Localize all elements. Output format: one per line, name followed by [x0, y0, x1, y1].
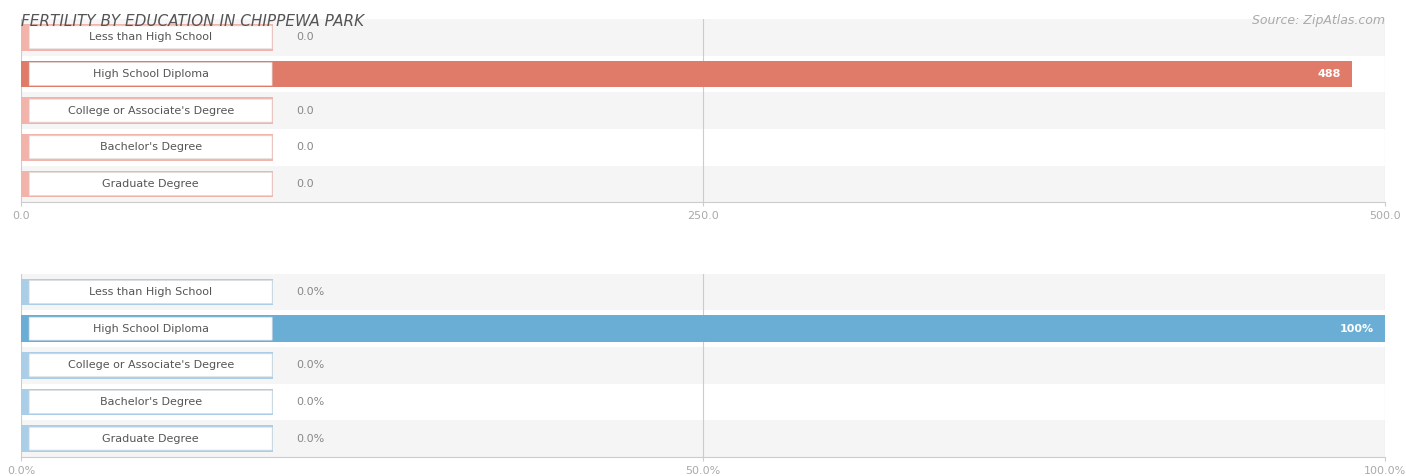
Bar: [21, 92, 1385, 129]
Text: 0.0: 0.0: [297, 32, 314, 42]
FancyBboxPatch shape: [30, 99, 271, 122]
Text: 0.0%: 0.0%: [297, 360, 325, 370]
FancyBboxPatch shape: [30, 427, 273, 450]
Text: College or Associate's Degree: College or Associate's Degree: [67, 360, 233, 370]
Bar: [21, 166, 1385, 202]
FancyBboxPatch shape: [30, 172, 271, 196]
FancyBboxPatch shape: [30, 62, 271, 86]
Bar: [21, 352, 273, 378]
Bar: [21, 56, 1385, 92]
Text: Less than High School: Less than High School: [89, 287, 212, 297]
Text: Source: ZipAtlas.com: Source: ZipAtlas.com: [1251, 14, 1385, 27]
Text: 0.0%: 0.0%: [297, 434, 325, 444]
Bar: [21, 310, 1385, 347]
Bar: [21, 98, 273, 124]
Text: Graduate Degree: Graduate Degree: [103, 434, 200, 444]
Text: 0.0: 0.0: [297, 106, 314, 116]
Text: FERTILITY BY EDUCATION IN CHIPPEWA PARK: FERTILITY BY EDUCATION IN CHIPPEWA PARK: [21, 14, 364, 30]
Bar: [21, 420, 1385, 457]
Text: Graduate Degree: Graduate Degree: [103, 179, 200, 189]
Text: 0.0: 0.0: [297, 142, 314, 152]
Bar: [21, 171, 273, 197]
Bar: [21, 389, 273, 415]
Bar: [21, 347, 1385, 384]
Text: Bachelor's Degree: Bachelor's Degree: [100, 142, 201, 152]
Text: 488: 488: [1317, 69, 1341, 79]
Bar: [21, 24, 273, 50]
Text: High School Diploma: High School Diploma: [93, 324, 208, 334]
Bar: [21, 19, 1385, 56]
FancyBboxPatch shape: [30, 280, 273, 304]
Bar: [21, 61, 1353, 87]
Text: College or Associate's Degree: College or Associate's Degree: [67, 106, 233, 116]
FancyBboxPatch shape: [30, 26, 271, 49]
Bar: [21, 129, 1385, 166]
Text: 0.0%: 0.0%: [297, 397, 325, 407]
Bar: [21, 279, 273, 305]
Bar: [21, 426, 273, 452]
Text: 0.0%: 0.0%: [297, 287, 325, 297]
FancyBboxPatch shape: [30, 136, 271, 159]
FancyBboxPatch shape: [30, 317, 273, 340]
FancyBboxPatch shape: [30, 354, 273, 377]
Text: High School Diploma: High School Diploma: [93, 69, 208, 79]
FancyBboxPatch shape: [30, 390, 273, 414]
Bar: [21, 316, 1385, 342]
Text: Bachelor's Degree: Bachelor's Degree: [100, 397, 201, 407]
Bar: [21, 274, 1385, 310]
Text: Less than High School: Less than High School: [89, 32, 212, 42]
Text: 100%: 100%: [1340, 324, 1374, 334]
Text: 0.0: 0.0: [297, 179, 314, 189]
Bar: [21, 384, 1385, 420]
Bar: [21, 134, 273, 160]
